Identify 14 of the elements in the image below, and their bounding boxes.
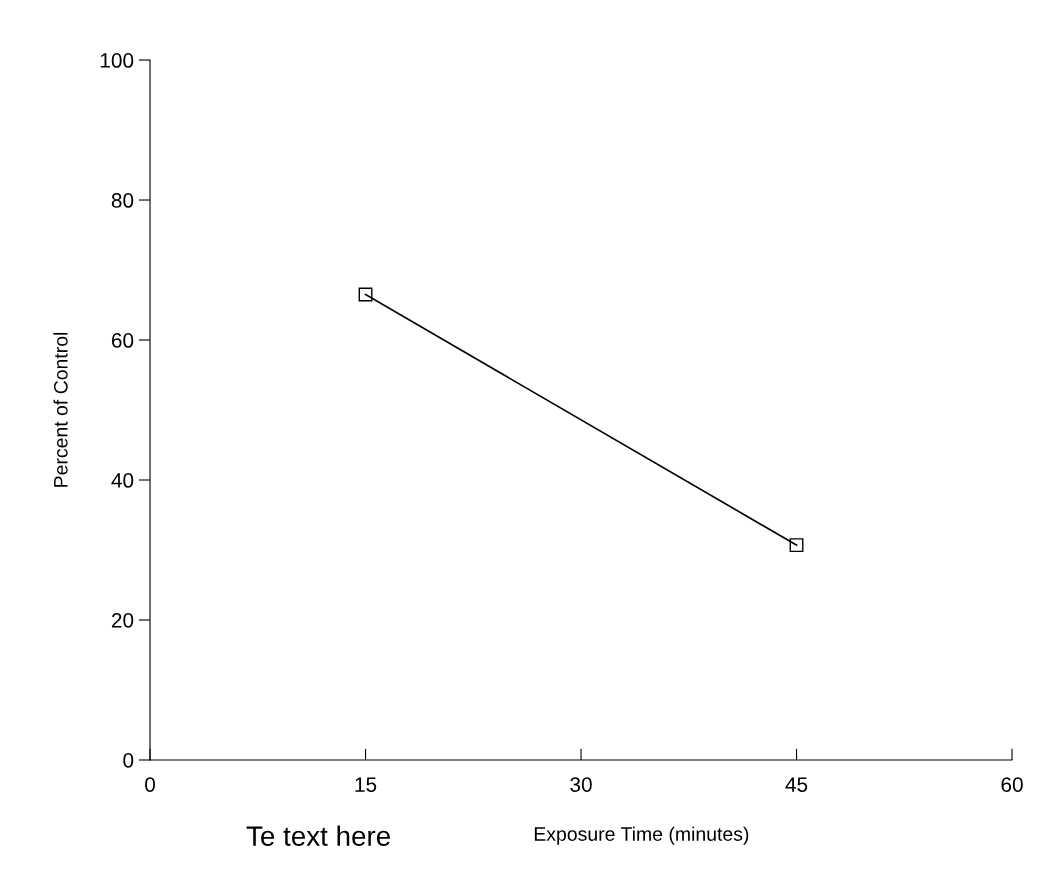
x-tick-label: 45 [785, 777, 808, 792]
x-tick-label: 30 [570, 777, 592, 792]
y-tick-label: 0 [123, 752, 134, 768]
x-tick-label: 60 [1001, 777, 1023, 792]
text: Te text here [246, 825, 390, 846]
y-axis-title: Percent of Control [53, 332, 68, 487]
y-tick-label: 20 [111, 612, 134, 628]
y-tick-label: 100 [100, 53, 134, 68]
y-tick-label: 80 [111, 193, 134, 208]
x-axis-title: Exposure Time (minutes) [534, 826, 749, 845]
y-tick-label: 40 [111, 473, 134, 488]
x-tick-label: 15 [355, 777, 377, 792]
x-tick-label: 0 [145, 777, 156, 792]
y-tick-label: 60 [111, 333, 134, 348]
